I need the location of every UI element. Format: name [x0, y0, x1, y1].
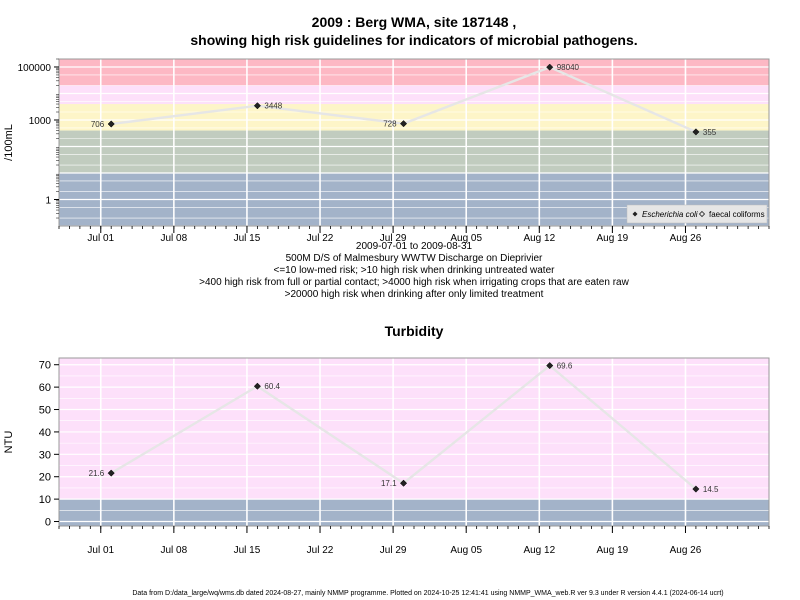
turbidity-data-label: 69.6: [557, 362, 573, 371]
microbial-x-tick-label: Jul 22: [307, 233, 334, 244]
microbial-y-tick-label: 1000: [29, 116, 52, 127]
turbidity-y-tick-label: 60: [39, 382, 51, 394]
legend-box: [626, 204, 768, 224]
microbial-y-tick-label: 100000: [18, 63, 52, 74]
microbial-y-tick-label: 1: [45, 195, 51, 206]
turbidity-y-tick-label: 70: [39, 360, 51, 372]
microbial-x-tick-label: Jul 29: [380, 233, 407, 244]
microbial-data-point: [692, 128, 700, 136]
microbial-data-point: [253, 102, 261, 110]
turbidity-plot-panel: Jul 01 Jul 08 Jul 15 Jul 22 Jul 29 Aug 05 Aug …: [3, 357, 770, 556]
date-range-text: 2009-07-01 to 2009-08-31: [356, 241, 473, 252]
turbidity-title: Turbidity: [385, 323, 444, 339]
turbidity-data-point: [692, 485, 700, 493]
turbidity-data-label: 14.5: [703, 485, 719, 494]
turbidity-data-point: [107, 469, 115, 477]
turbidity-y-tick-label: 0: [45, 517, 51, 529]
turbidity-x-tick-label: Jul 29: [380, 545, 407, 556]
microbial-plot-panel: Jul 01 Jul 08 Jul 15 Jul 22 Jul 29 Aug 05 Aug …: [3, 58, 770, 244]
microbial-x-tick-label: Jul 15: [234, 233, 261, 244]
turbidity-y-axis-label: NTU: [3, 431, 15, 454]
turbidity-data-label: 17.1: [381, 479, 397, 488]
chart-title-line-1: 2009 : Berg WMA, site 187148 ,: [312, 14, 517, 30]
turbidity-data-point: [546, 362, 554, 370]
microbial-x-tick-label: Aug 05: [450, 233, 482, 244]
turbidity-y-tick-label: 10: [39, 494, 51, 506]
turbidity-x-tick-label: Aug 19: [597, 545, 629, 556]
microbial-data-point: [107, 120, 115, 128]
legend-marker-ecoli: [632, 211, 638, 217]
turbidity-x-tick-label: Jul 15: [234, 545, 261, 556]
chart-title-line-2: showing high risk guidelines for indicat…: [190, 32, 637, 48]
microbial-risk-band-5: [59, 59, 769, 86]
turbidity-data-label: 21.6: [89, 469, 105, 478]
turbidity-y-tick-label: 30: [39, 449, 51, 461]
microbial-data-point: [546, 63, 554, 71]
turbidity-y-tick-label: 40: [39, 427, 51, 439]
turbidity-x-tick-label: Aug 05: [450, 545, 482, 556]
turbidity-x-tick-label: Jul 22: [307, 545, 334, 556]
microbial-x-tick-label: Jul 08: [161, 233, 188, 244]
turbidity-x-tick-label: Aug 26: [670, 545, 702, 556]
legend-label-faecal: faecal coliforms: [709, 210, 765, 219]
turbidity-data-label: 60.4: [264, 382, 280, 391]
turbidity-x-tick-label: Aug 12: [523, 545, 555, 556]
turbidity-x-tick-label: Jul 08: [161, 545, 188, 556]
turbidity-y-tick-label: 20: [39, 472, 51, 484]
microbial-x-tick-label: Jul 01: [87, 233, 114, 244]
microbial-risk-band-4: [59, 85, 769, 105]
turbidity-x-tick-label: Jul 01: [87, 545, 114, 556]
microbial-data-label: 706: [91, 120, 105, 129]
turbidity-data-point: [400, 479, 408, 487]
microbial-data-label: 728: [383, 120, 397, 129]
microbial-data-label: 3448: [264, 102, 282, 111]
microbial-x-tick-label: Aug 19: [597, 233, 629, 244]
footer-text: Data from D:/data_large/wq/wms.db dated …: [132, 590, 723, 597]
risk-note-2: >400 high risk from full or partial cont…: [199, 277, 629, 288]
microbial-data-label: 98040: [557, 63, 580, 72]
microbial-x-tick-label: Aug 12: [523, 233, 555, 244]
legend-marker-faecal: [698, 210, 706, 218]
microbial-risk-band-2: [59, 130, 769, 173]
microbial-data-label: 355: [703, 128, 717, 137]
microbial-x-tick-label: Aug 26: [670, 233, 702, 244]
turbidity-risk-band-2: [59, 358, 769, 500]
microbial-data-point: [400, 120, 408, 128]
risk-note-3: >20000 high risk when drinking after onl…: [285, 289, 544, 300]
risk-note-1: <=10 low-med risk; >10 high risk when dr…: [274, 265, 556, 276]
microbial-legend: Escherichia coli faecal coliforms: [626, 204, 768, 224]
site-note: 500M D/S of Malmesbury WWTW Discharge on…: [286, 253, 543, 264]
turbidity-y-tick-label: 50: [39, 405, 51, 417]
legend-label-ecoli: Escherichia coli: [642, 210, 698, 219]
microbial-risk-band-3: [59, 104, 769, 131]
turbidity-data-point: [253, 382, 261, 390]
microbial-y-axis-label: /100mL: [3, 124, 15, 161]
